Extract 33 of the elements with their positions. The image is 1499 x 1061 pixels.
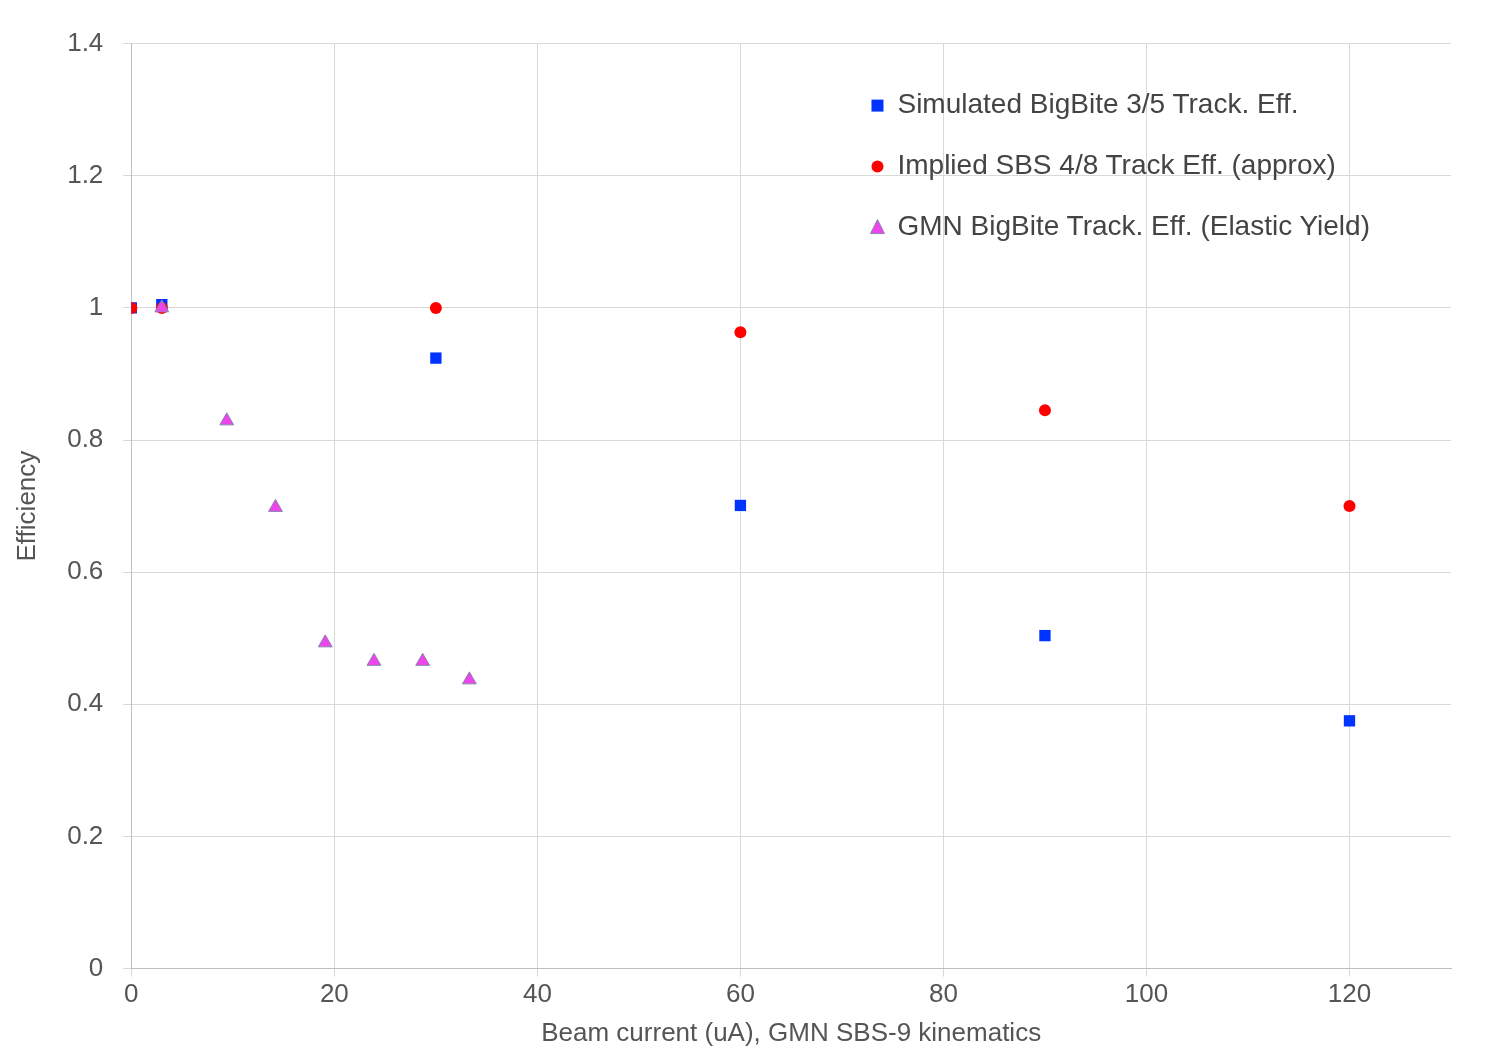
y-tick-label: 1.4 [67, 26, 104, 57]
x-tick-label: 20 [319, 978, 349, 1009]
x-axis-title: Beam current (uA), GMN SBS-9 kinematics [541, 1016, 1042, 1047]
y-tick-label: 0.6 [67, 555, 104, 586]
point [1039, 629, 1051, 642]
point [734, 499, 747, 512]
point [317, 634, 333, 648]
point [415, 652, 431, 666]
x-tick-label: 80 [928, 978, 958, 1009]
y-tick-label: 0.2 [67, 819, 104, 850]
legend-label: Simulated BigBite 3/5 Track. Eff. [897, 88, 1299, 120]
x-tick-label: 0 [124, 978, 139, 1009]
y-tick-label: 0 [88, 951, 104, 982]
point [429, 301, 442, 314]
y-tick-label: 1 [88, 291, 104, 322]
x-tick-label: 120 [1327, 978, 1372, 1009]
point [461, 671, 477, 685]
x-tick-label: 60 [725, 978, 755, 1009]
y-axis-title: Efficiency [10, 450, 41, 562]
point [734, 326, 747, 339]
point [430, 352, 442, 364]
y-tick-label: 0.4 [67, 687, 104, 718]
point [1038, 404, 1051, 417]
legend-label: Implied SBS 4/8 Track Eff. (approx) [897, 149, 1336, 181]
y-tick-label: 0.8 [67, 423, 104, 454]
x-tick-label: 40 [522, 978, 552, 1009]
x-tick-label: 100 [1124, 978, 1169, 1009]
y-tick-label: 1.2 [67, 158, 104, 189]
legend-label: GMN BigBite Track. Eff. (Elastic Yield) [897, 210, 1370, 242]
point [219, 412, 235, 426]
point [1343, 500, 1356, 513]
point [366, 652, 382, 666]
point [268, 498, 283, 512]
